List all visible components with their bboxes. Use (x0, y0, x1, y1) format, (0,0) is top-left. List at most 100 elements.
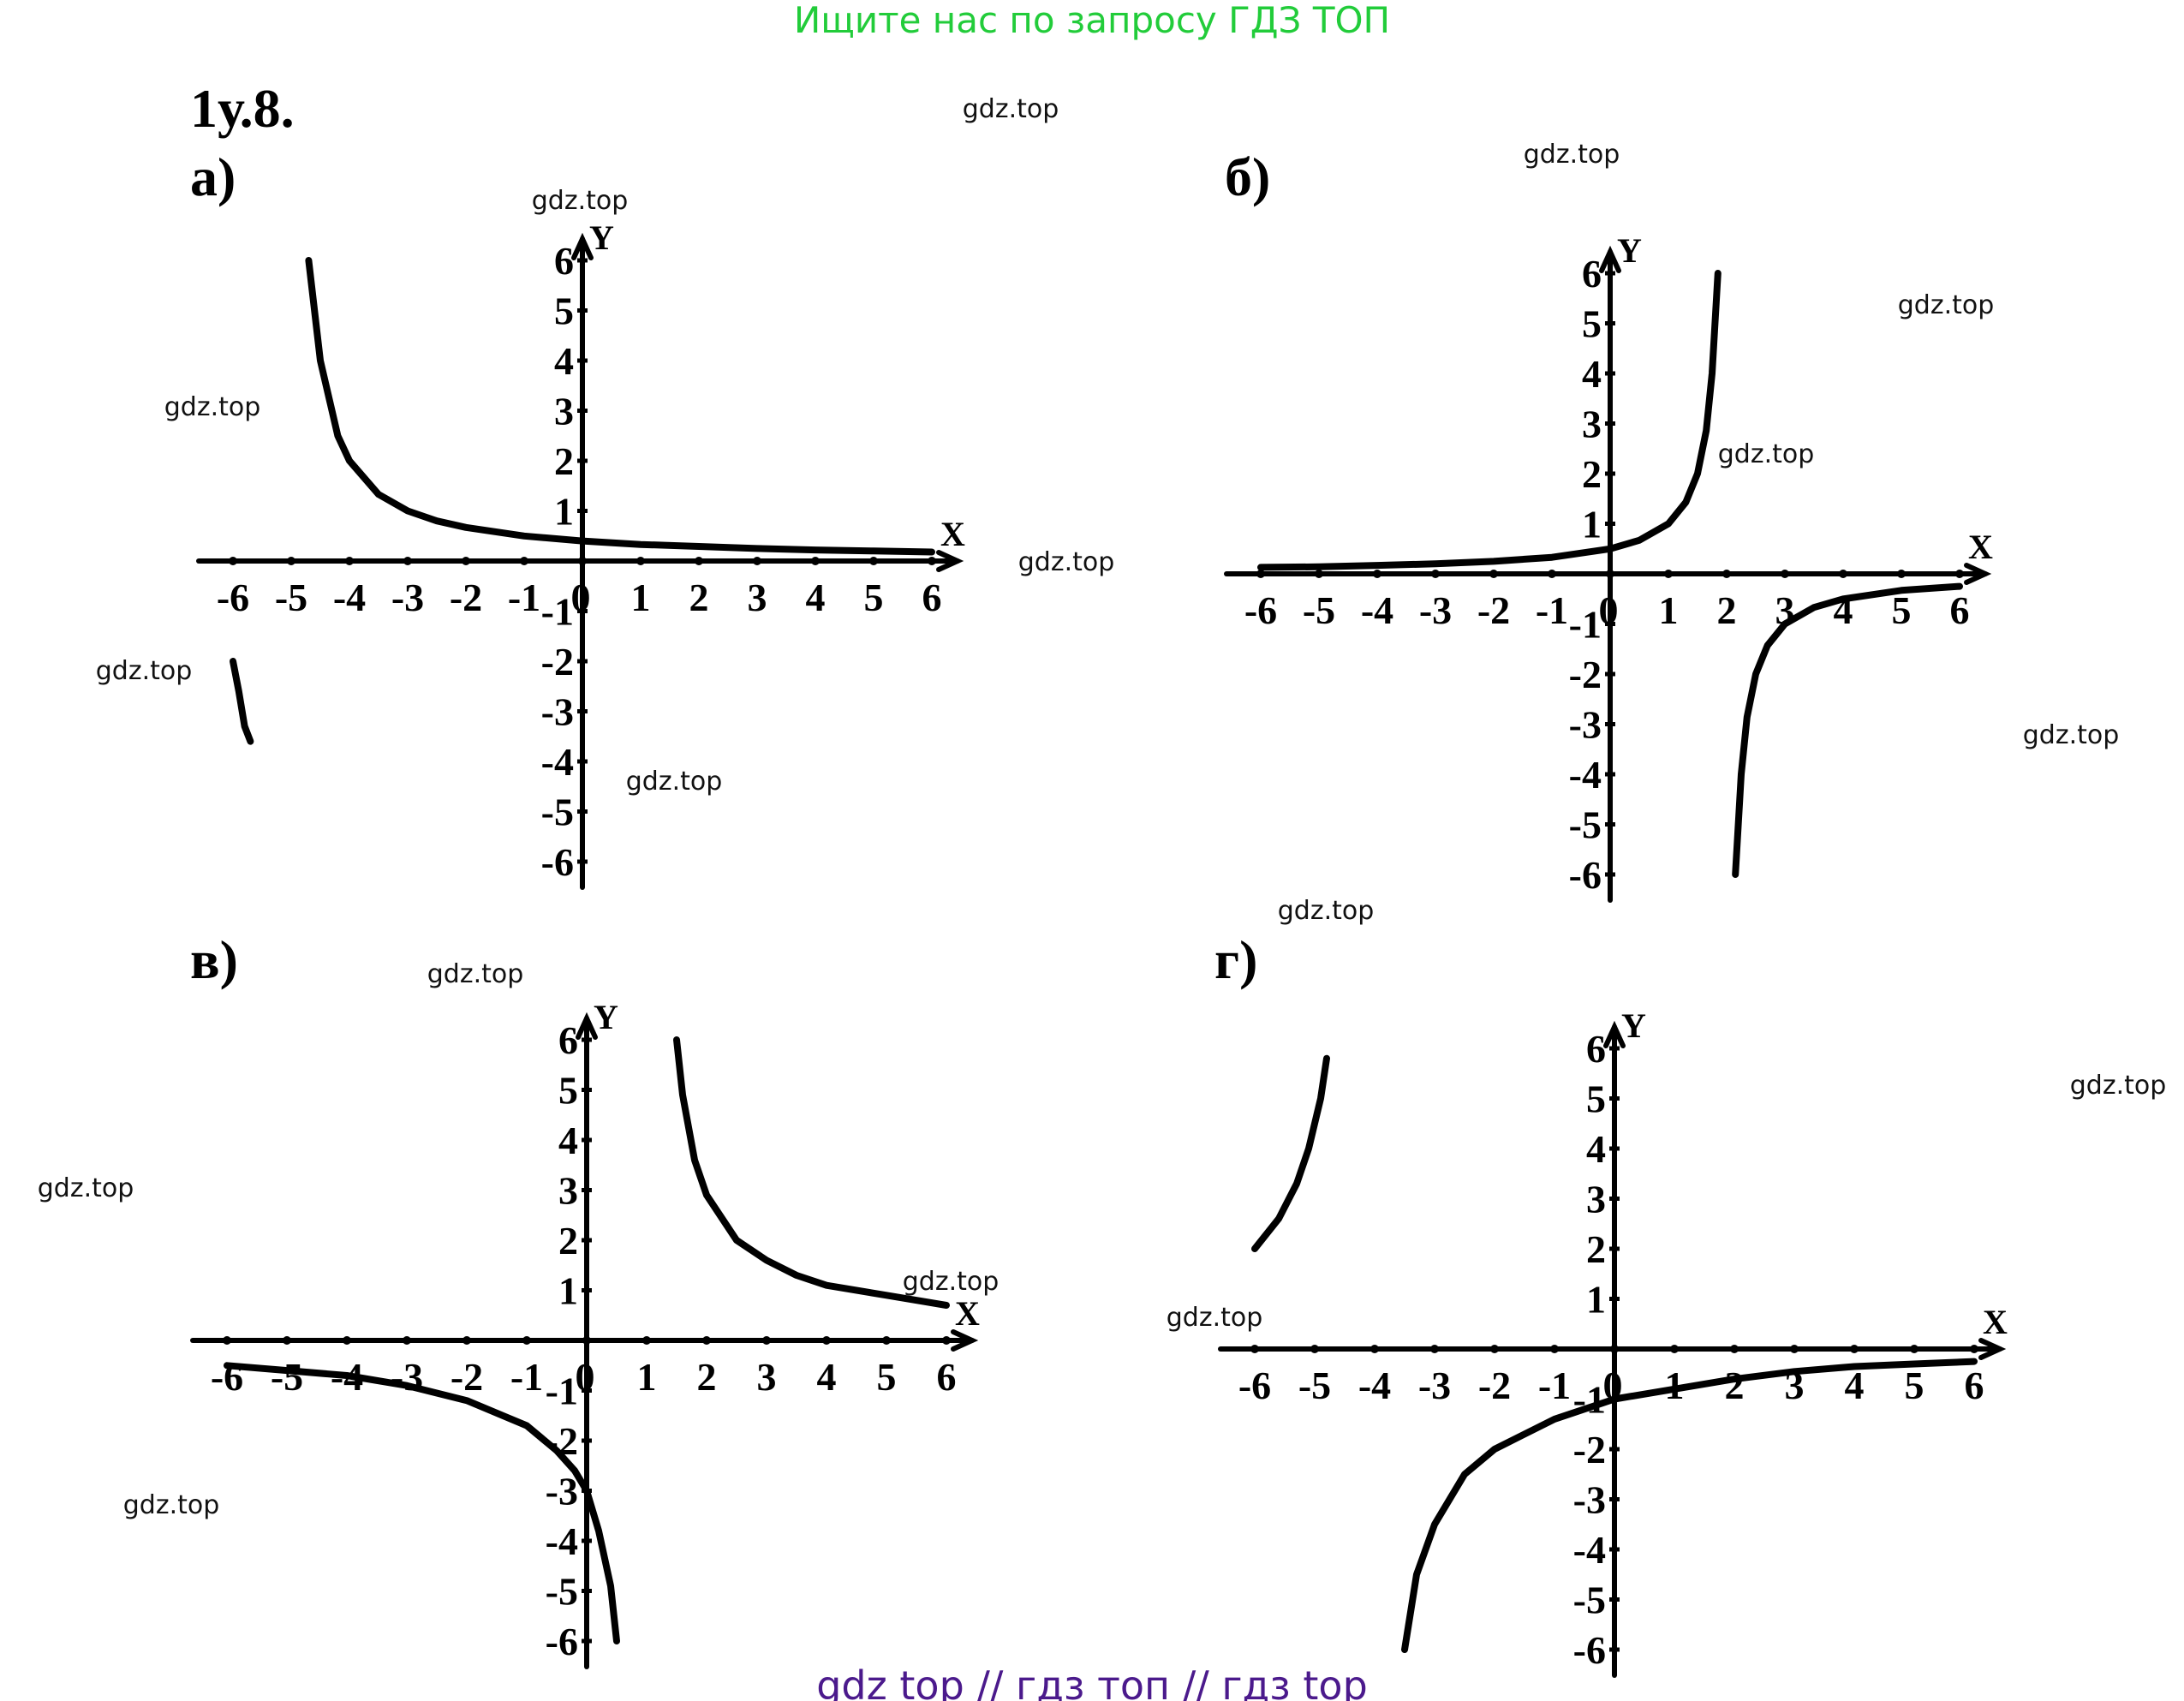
y-tick-label: 2 (1582, 452, 1602, 496)
x-tick-label: 3 (748, 576, 767, 619)
x-tick-label: -3 (391, 1355, 423, 1399)
x-axis-label: X (940, 515, 965, 553)
x-axis-label: X (955, 1294, 980, 1333)
y-tick-label: 3 (558, 1169, 578, 1213)
x-tick-mark (642, 1336, 651, 1345)
x-tick-mark (283, 1336, 291, 1345)
x-tick-label: 6 (922, 576, 942, 619)
y-tick-label: -5 (1569, 803, 1602, 847)
x-tick-label: 1 (637, 1355, 657, 1399)
x-tick-mark (223, 1336, 231, 1345)
x-tick-mark (1781, 570, 1789, 578)
x-tick-mark (753, 557, 761, 565)
x-tick-mark (1910, 1345, 1918, 1353)
x-tick-mark (928, 557, 936, 565)
y-tick-label: 3 (1586, 1178, 1606, 1221)
y-tick-label: 4 (554, 339, 574, 383)
x-tick-mark (1548, 570, 1556, 578)
y-tick-label: -4 (1573, 1528, 1606, 1572)
x-tick-mark (403, 1336, 411, 1345)
y-tick-label: -4 (546, 1519, 578, 1563)
x-tick-label: -4 (1358, 1364, 1391, 1407)
x-tick-label: 6 (1950, 588, 1970, 632)
y-tick-label: 2 (1586, 1227, 1606, 1271)
x-tick-label: 2 (1717, 588, 1737, 632)
y-tick-label: -5 (541, 791, 574, 834)
y-tick-label: -6 (541, 840, 574, 884)
x-tick-mark (1606, 570, 1614, 578)
y-tick-label: -3 (1573, 1478, 1606, 1522)
x-tick-mark (1670, 1345, 1679, 1353)
x-tick-mark (1373, 570, 1381, 578)
watermark-text: gdz.top (1718, 439, 1815, 469)
x-tick-mark (229, 557, 237, 565)
watermark-text: gdz.top (123, 1490, 220, 1520)
y-axis-label: Y (1621, 1006, 1646, 1045)
y-tick-label: 3 (554, 390, 574, 433)
y-tick-label: 2 (554, 439, 574, 483)
x-tick-label: 2 (1725, 1364, 1745, 1407)
x-tick-label: 2 (689, 576, 709, 619)
x-tick-label: -2 (451, 1355, 483, 1399)
x-tick-label: 0 (571, 576, 591, 619)
series-line-1 (673, 1036, 950, 1309)
y-tick-label: 1 (558, 1269, 578, 1313)
y-tick-label: -4 (1569, 753, 1602, 797)
x-tick-mark (522, 1336, 531, 1345)
y-axis-label: Y (589, 218, 614, 257)
x-tick-label: 1 (631, 576, 651, 619)
x-tick-label: -5 (271, 1355, 303, 1399)
series-line-1 (1251, 1054, 1330, 1252)
x-tick-mark (882, 1336, 891, 1345)
x-tick-label: -5 (1303, 588, 1335, 632)
footer-watermark: gdz top // гдз топ // гдз top (816, 1662, 1368, 1701)
y-tick-label: 4 (1582, 352, 1602, 396)
x-tick-label: -6 (217, 576, 249, 619)
x-tick-label: -1 (1538, 1364, 1571, 1407)
x-tick-label: -1 (1536, 588, 1568, 632)
y-axis-label: Y (1617, 231, 1642, 270)
x-axis-arrow (1964, 563, 1992, 585)
x-tick-label: 5 (1905, 1364, 1924, 1407)
series-line-1 (305, 257, 935, 556)
watermark-text: gdz.top (2070, 1071, 2167, 1101)
x-tick-label: 1 (1659, 588, 1679, 632)
x-tick-mark (462, 557, 470, 565)
x-tick-mark (695, 557, 703, 565)
series-line-2 (1401, 1358, 1978, 1653)
x-tick-mark (1839, 570, 1847, 578)
x-axis-label: X (1983, 1303, 2008, 1341)
watermark-text: gdz.top (427, 959, 524, 989)
x-axis-arrow (936, 550, 964, 572)
x-tick-mark (822, 1336, 831, 1345)
x-tick-mark (1550, 1345, 1559, 1353)
x-tick-label: 6 (1965, 1364, 1984, 1407)
y-tick-label: -6 (1569, 853, 1602, 897)
y-tick-label: 5 (554, 289, 574, 333)
x-tick-mark (520, 557, 528, 565)
x-tick-mark (1730, 1345, 1739, 1353)
series-line-2 (224, 1362, 620, 1644)
x-tick-mark (1490, 1345, 1499, 1353)
x-tick-label: 4 (817, 1355, 837, 1399)
watermark-text: gdz.top (38, 1173, 134, 1203)
exercise-number: 1у.8. (190, 78, 295, 139)
x-tick-mark (1790, 1345, 1799, 1353)
x-tick-mark (869, 557, 878, 565)
x-tick-mark (762, 1336, 771, 1345)
x-tick-mark (1430, 1345, 1439, 1353)
y-tick-label: -1 (546, 1370, 578, 1413)
y-tick-label: 4 (1586, 1127, 1606, 1171)
x-tick-mark (287, 557, 295, 565)
x-tick-label: -1 (508, 576, 540, 619)
watermark-text: gdz.top (1018, 547, 1115, 577)
watermark-text: gdz.top (164, 392, 261, 422)
x-tick-mark (1250, 1345, 1259, 1353)
y-tick-label: -1 (1569, 603, 1602, 647)
header-promo: Ищите нас по запросу ГДЗ ТОП (794, 0, 1390, 41)
x-tick-mark (942, 1336, 951, 1345)
y-tick-label: -5 (546, 1570, 578, 1614)
x-tick-label: 5 (864, 576, 884, 619)
y-tick-label: 6 (558, 1018, 578, 1062)
